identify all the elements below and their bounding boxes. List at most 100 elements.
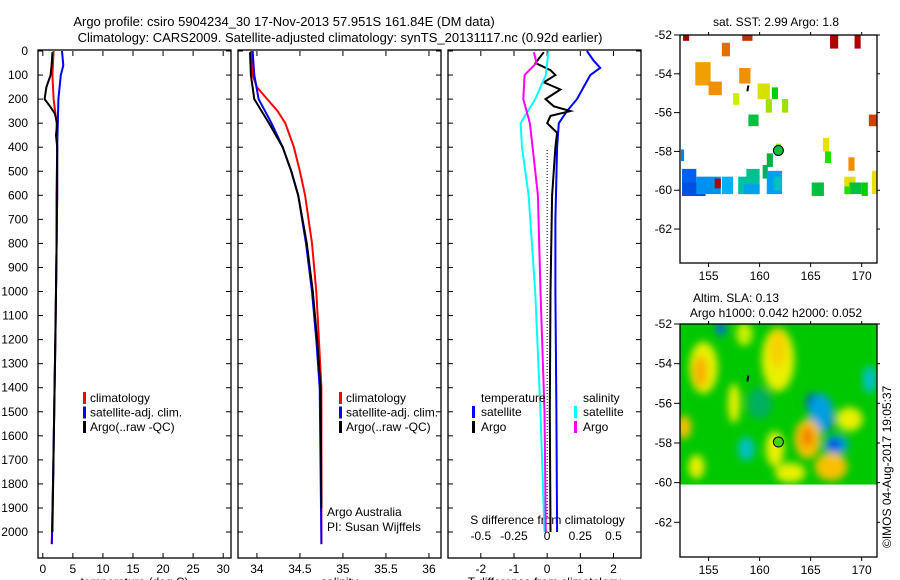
lat-tick-label: -60	[655, 476, 673, 490]
s-diff-tick-label: 0	[544, 529, 551, 543]
lon-tick-label: 165	[801, 563, 821, 577]
lat-tick-label: -58	[655, 436, 673, 450]
x-tick-label: 34.5	[288, 562, 312, 576]
figure-title-line1: Argo profile: csiro 5904234_30 17-Nov-20…	[73, 14, 494, 29]
y-tick-label: 1300	[1, 357, 28, 371]
y-tick-label: 1900	[1, 501, 28, 515]
x-tick-label: 25	[186, 562, 200, 576]
map-content	[680, 324, 877, 485]
y-tick-label: 300	[8, 116, 28, 130]
map-frame	[679, 34, 878, 264]
series-Argo-raw-QC-	[43, 52, 59, 533]
sla-blob	[727, 383, 741, 424]
panel-frame	[37, 49, 232, 559]
sla-blob	[814, 452, 848, 481]
y-tick-label: 600	[8, 188, 28, 202]
s-diff-tick-label: 0.5	[605, 529, 622, 543]
lon-tick-label: 165	[801, 269, 821, 283]
lat-tick-label: -56	[655, 396, 673, 410]
sla-blob	[828, 439, 841, 451]
legend-swatch	[83, 406, 86, 419]
lat-tick-label: -52	[655, 317, 673, 331]
sst-cell	[721, 176, 734, 195]
lat-tick-label: -52	[655, 28, 673, 42]
sst-cell	[830, 35, 839, 49]
legend-label: Argo(..raw -QC)	[346, 420, 431, 434]
y-tick-label: 100	[8, 68, 28, 82]
lat-tick-label: -54	[655, 357, 673, 371]
sst-cell	[708, 81, 722, 96]
legend-swatch	[83, 392, 86, 404]
legend-swatch	[339, 392, 342, 404]
sla-blob	[715, 324, 726, 336]
legend-swatch	[574, 421, 577, 433]
legend-label: Argo(..raw -QC)	[90, 420, 175, 434]
x-tick-label: 0	[39, 562, 46, 576]
legend-salinity-header: salinity	[583, 391, 620, 405]
y-tick-label: 400	[8, 140, 28, 154]
y-tick-label: 1100	[2, 309, 28, 323]
sla-blob	[774, 462, 806, 483]
x-axis-label: T difference from climatology	[468, 575, 622, 580]
series-satellite-adj-clim-	[251, 50, 323, 545]
legend-swatch	[574, 406, 577, 418]
legend-swatch	[472, 421, 475, 433]
sla-blob	[836, 407, 863, 432]
legend-swatch	[83, 421, 86, 433]
lon-tick-label: 170	[852, 563, 872, 577]
sst-cell	[773, 176, 783, 191]
y-tick-label: 1800	[1, 477, 28, 491]
legend-swatch	[339, 421, 342, 433]
sla-blob	[738, 437, 755, 461]
sla-blob	[693, 355, 708, 388]
x-tick-label: -1	[509, 562, 520, 576]
argo-position-marker	[772, 436, 784, 448]
lat-tick-label: -58	[655, 144, 673, 158]
sst-cell	[748, 114, 759, 127]
y-tick-label: 700	[8, 212, 28, 226]
float-track	[746, 85, 750, 92]
y-tick-label: 1000	[1, 285, 28, 299]
sst-cell	[695, 62, 711, 86]
y-tick-label: 1400	[1, 381, 28, 395]
s-diff-tick-label: -0.25	[500, 529, 528, 543]
x-tick-label: 0	[544, 562, 551, 576]
sst-cell	[766, 153, 773, 167]
sst-cell	[849, 182, 862, 195]
sla-blob	[680, 415, 692, 440]
sst-cell	[682, 168, 697, 185]
legend-swatch	[339, 406, 342, 419]
sla-blob	[769, 327, 787, 368]
legend-label: satellite-adj. clim.	[346, 406, 438, 420]
sst-cell	[844, 186, 851, 195]
series-temperature-satellite	[554, 50, 602, 533]
lon-tick-label: 160	[750, 563, 770, 577]
x-tick-label: 5	[70, 562, 77, 576]
x-tick-label: 35	[336, 562, 350, 576]
x-tick-label: 2	[610, 562, 617, 576]
legend-swatch	[472, 406, 475, 418]
sst-cell	[742, 35, 753, 41]
legend-temperature-header: temperature	[481, 391, 546, 405]
legend-label: satellite	[481, 405, 522, 419]
sst-cell	[871, 170, 877, 195]
x-tick-label: 30	[217, 562, 231, 576]
sla-blob	[747, 387, 772, 420]
x-tick-label: 10	[96, 562, 110, 576]
y-tick-label: 1600	[1, 429, 28, 443]
sst-cell	[739, 67, 751, 84]
legend-label: Argo	[583, 420, 609, 434]
lat-tick-label: -60	[655, 183, 673, 197]
x-tick-label: -2	[475, 562, 486, 576]
sst-cell	[714, 178, 721, 189]
y-tick-label: 1200	[1, 333, 28, 347]
argo-position-marker	[772, 144, 784, 156]
x-tick-label: 35.5	[374, 562, 398, 576]
map-title: sat. SST: 2.99 Argo: 1.8	[713, 15, 839, 29]
lon-tick-label: 160	[750, 269, 770, 283]
lat-tick-label: -54	[655, 67, 673, 81]
sst-cell	[733, 93, 740, 105]
legend-label: climatology	[346, 391, 406, 405]
sst-cell	[681, 149, 685, 162]
